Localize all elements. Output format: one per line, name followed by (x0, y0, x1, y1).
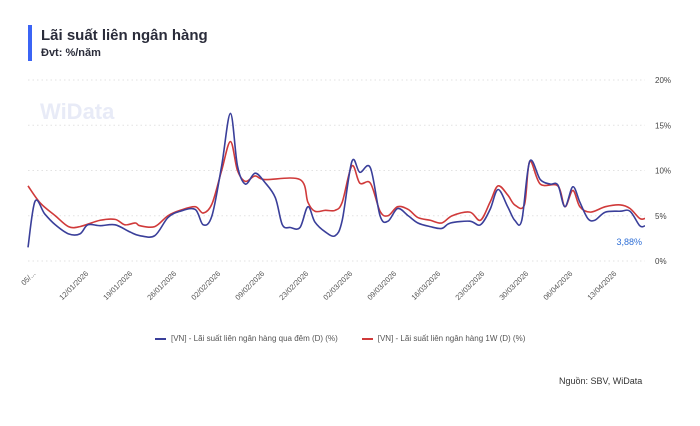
y-tick-label: 20% (655, 76, 671, 85)
legend-swatch-1w (361, 337, 373, 340)
x-tick-label: 13/04/2026 (585, 269, 618, 302)
x-tick-label: 05/... (19, 269, 37, 287)
x-tick-label: 09/03/2026 (365, 269, 398, 302)
series-line-overnight (27, 112, 646, 248)
chart-unit: Đvt: %/năm (41, 47, 101, 59)
x-tick-label: 09/02/2026 (233, 269, 266, 302)
y-tick-label: 0% (655, 257, 667, 266)
x-tick-label: 23/02/2026 (277, 269, 310, 302)
watermark-logo: WiData (40, 99, 115, 124)
title-accent-bar (28, 25, 32, 61)
last-value-label: 3,88% (616, 237, 642, 247)
chart-title: Lãi suất liên ngân hàng (41, 27, 208, 44)
y-tick-label: 10% (655, 167, 671, 176)
x-tick-label: 19/01/2026 (101, 269, 134, 302)
legend-item-1w[interactable]: [VN] - Lãi suất liên ngân hàng 1W (D) (%… (361, 334, 526, 343)
y-tick-label: 15% (655, 121, 671, 130)
legend: [VN] - Lãi suất liên ngân hàng qua đêm (… (155, 334, 525, 343)
x-tick-label: 12/01/2026 (57, 269, 90, 302)
legend-swatch-overnight (155, 337, 166, 340)
x-tick-label: 02/02/2026 (189, 269, 222, 302)
legend-item-overnight[interactable]: [VN] - Lãi suất liên ngân hàng qua đêm (… (155, 334, 338, 343)
legend-label-1w: [VN] - Lãi suất liên ngân hàng 1W (D) (%… (377, 334, 526, 343)
legend-label-overnight: [VN] - Lãi suất liên ngân hàng qua đêm (… (171, 334, 338, 343)
x-tick-label: 02/03/2026 (321, 269, 354, 302)
y-tick-label: 5% (655, 212, 667, 221)
x-tick-label: 06/04/2026 (541, 269, 574, 302)
x-tick-label: 30/03/2026 (497, 269, 530, 302)
x-tick-label: 26/01/2026 (145, 269, 178, 302)
source-note: Nguồn: SBV, WiData (559, 376, 643, 386)
series-line-one_week (27, 140, 646, 229)
x-tick-label: 16/03/2026 (409, 269, 442, 302)
x-tick-label: 23/03/2026 (453, 269, 486, 302)
